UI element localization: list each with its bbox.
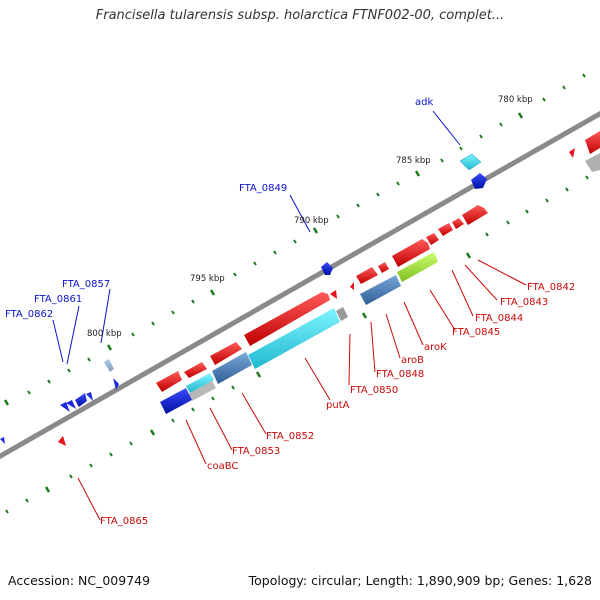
scale-label-795: 795 kbp xyxy=(190,274,225,284)
gene-adk-arrow[interactable] xyxy=(459,153,482,171)
gene-small-red-puta[interactable] xyxy=(330,290,337,299)
forward-strand-features[interactable] xyxy=(0,153,487,444)
gene-lime-block[interactable] xyxy=(397,252,438,282)
gene-fta0852-arrow[interactable] xyxy=(210,342,242,365)
label-fta0852[interactable]: FTA_0852 xyxy=(266,431,314,442)
label-fta0843[interactable]: FTA_0843 xyxy=(500,297,548,308)
gene-small-blue-2[interactable] xyxy=(66,400,76,409)
label-fta0845[interactable]: FTA_0845 xyxy=(452,327,500,338)
label-adk[interactable]: adk xyxy=(415,97,433,108)
gene-cyan-small[interactable] xyxy=(186,373,214,393)
label-fta0850[interactable]: FTA_0850 xyxy=(350,385,398,396)
gene-fta0845-arrow[interactable] xyxy=(426,233,439,245)
label-fta0857[interactable]: FTA_0857 xyxy=(62,279,110,290)
gene-gray-small[interactable] xyxy=(188,381,216,401)
gene-arob-arrow[interactable] xyxy=(378,262,389,273)
gene-small-blue-edge[interactable] xyxy=(0,437,5,444)
tick-marks xyxy=(3,73,589,514)
gene-fta0849-arrow[interactable] xyxy=(321,262,333,275)
reverse-strand-features-upper[interactable] xyxy=(58,131,600,446)
gene-red-right-2[interactable] xyxy=(585,131,600,154)
gene-red-right-1[interactable] xyxy=(569,148,575,158)
label-coabc[interactable]: coaBC xyxy=(207,461,238,472)
gene-gray-right[interactable] xyxy=(585,153,600,172)
gene-fta0857-arrow[interactable] xyxy=(104,359,114,372)
gene-fta0843-arrow[interactable] xyxy=(452,218,464,229)
gene-adk-partner-arrow[interactable] xyxy=(471,173,487,189)
label-fta0862[interactable]: FTA_0862 xyxy=(5,309,53,320)
label-fta0848[interactable]: FTA_0848 xyxy=(376,369,424,380)
gene-small-blue-3[interactable] xyxy=(86,392,93,401)
gene-blue-block[interactable] xyxy=(160,388,192,414)
gene-puta-arrow[interactable] xyxy=(244,292,330,346)
gene-fta0853-arrow[interactable] xyxy=(184,362,207,378)
gene-cyan-block[interactable] xyxy=(248,308,340,369)
reverse-strand-features-lower[interactable] xyxy=(160,252,438,414)
label-arob[interactable]: aroB xyxy=(401,355,424,366)
scale-label-790: 790 kbp xyxy=(294,216,329,226)
gene-fta0844-arrow[interactable] xyxy=(438,223,453,236)
label-fta0861[interactable]: FTA_0861 xyxy=(34,294,82,305)
label-fta0842[interactable]: FTA_0842 xyxy=(527,282,575,293)
callout-lines xyxy=(52,110,527,521)
gene-coabc-arrow[interactable] xyxy=(156,371,182,392)
accession-text: Accession: NC_009749 xyxy=(8,573,151,588)
label-fta0865[interactable]: FTA_0865 xyxy=(100,516,148,527)
label-arok[interactable]: aroK xyxy=(424,342,447,353)
gene-arok-arrow[interactable] xyxy=(392,239,430,267)
label-fta0849[interactable]: FTA_0849 xyxy=(239,183,287,194)
label-fta0844[interactable]: FTA_0844 xyxy=(475,313,523,324)
gene-steel-block-2[interactable] xyxy=(212,352,252,384)
scale-label-785: 785 kbp xyxy=(396,156,431,166)
scale-label-780: 780 kbp xyxy=(498,95,533,105)
gene-gray-block-1[interactable] xyxy=(336,307,348,321)
scale-label-800: 800 kbp xyxy=(87,329,122,339)
label-fta0853[interactable]: FTA_0853 xyxy=(232,446,280,457)
genome-summary-text: Topology: circular; Length: 1,890,909 bp… xyxy=(248,573,592,588)
gene-steel-block-1[interactable] xyxy=(360,275,401,305)
genome-backbone xyxy=(0,110,600,460)
gene-small-red-mid[interactable] xyxy=(350,282,354,290)
gene-fta0865-arrow[interactable] xyxy=(58,436,66,446)
gene-fta0862-arrow[interactable] xyxy=(60,402,70,412)
gene-small-blue-1[interactable] xyxy=(113,378,119,390)
gene-fta0842-arrow[interactable] xyxy=(462,205,488,225)
gene-fta0861-arrow[interactable] xyxy=(75,393,87,407)
map-title: Francisella tularensis subsp. holarctica… xyxy=(95,8,505,23)
gene-fta0848-arrow[interactable] xyxy=(356,267,378,284)
label-puta[interactable]: putA xyxy=(326,400,350,411)
